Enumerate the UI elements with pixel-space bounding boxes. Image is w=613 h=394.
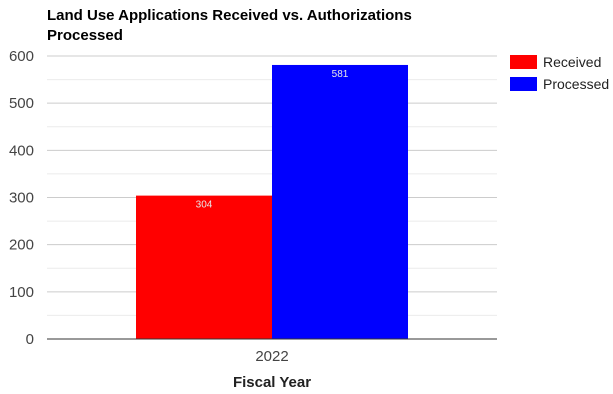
y-tick-label: 100 [9,284,34,301]
y-tick-label: 400 [9,142,34,159]
x-tick-label: 2022 [255,348,288,365]
data-labels: 304 581 [196,69,349,211]
legend-swatch-processed [510,77,537,91]
chart-title: Land Use Applications Received vs. Autho… [47,7,412,44]
y-axis-tick-labels: 0 100 200 300 400 500 600 [9,48,34,348]
x-axis-tick-labels: 2022 [255,348,288,365]
data-label-received: 304 [196,200,213,211]
bar-processed-2022 [272,64,408,339]
legend-swatch-received [510,55,537,69]
y-tick-label: 500 [9,95,34,112]
y-tick-label: 0 [26,331,34,348]
x-axis-title: Fiscal Year [233,374,311,391]
bar-received-2022 [136,195,272,339]
bars [136,64,408,339]
legend-label-received: Received [543,54,601,70]
y-tick-label: 600 [9,48,34,65]
data-label-processed: 581 [332,69,349,80]
y-tick-label: 300 [9,190,34,207]
legend: Received Processed [510,54,609,92]
legend-label-processed: Processed [543,76,609,92]
y-tick-label: 200 [9,237,34,254]
